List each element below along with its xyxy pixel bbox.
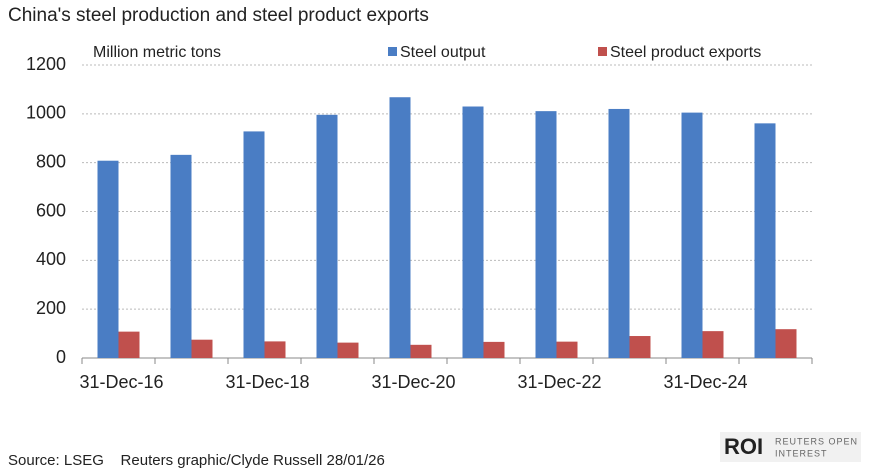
y-axis-label: Million metric tons <box>93 44 221 61</box>
bar <box>118 331 140 358</box>
x-tick-label: 31-Dec-16 <box>79 372 163 392</box>
bar <box>483 341 505 358</box>
bar <box>243 131 265 358</box>
bar <box>316 114 338 358</box>
y-tick-label: 800 <box>36 151 66 171</box>
legend-label: Steel product exports <box>610 44 761 61</box>
legend-swatch <box>598 47 607 56</box>
bar <box>389 97 411 358</box>
bar <box>556 341 578 358</box>
logo-line: REUTERS OPEN <box>775 436 858 446</box>
logo-line: INTEREST <box>775 448 828 458</box>
x-tick-label: 31-Dec-20 <box>371 372 455 392</box>
legend-label: Steel output <box>400 44 486 61</box>
y-tick-label: 200 <box>36 298 66 318</box>
bar <box>608 108 630 358</box>
bar <box>410 344 432 358</box>
bar <box>337 342 359 358</box>
x-tick-label: 31-Dec-18 <box>225 372 309 392</box>
bar <box>754 123 776 358</box>
bar <box>191 339 213 358</box>
bar <box>170 154 192 358</box>
y-tick-label: 1200 <box>26 54 66 74</box>
x-tick-label: 31-Dec-22 <box>517 372 601 392</box>
y-tick-label: 400 <box>36 249 66 269</box>
y-tick-label: 0 <box>56 347 66 367</box>
y-tick-label: 600 <box>36 200 66 220</box>
bar <box>264 341 286 358</box>
bar <box>629 336 651 358</box>
source: Source: LSEG Reuters graphic/Clyde Russe… <box>8 452 385 469</box>
x-tick-label: 31-Dec-24 <box>663 372 747 392</box>
bar <box>681 112 703 358</box>
logo-box <box>720 432 861 462</box>
bar <box>462 106 484 358</box>
legend-swatch <box>388 47 397 56</box>
chart-title: China's steel production and steel produ… <box>8 5 429 26</box>
bar <box>535 111 557 359</box>
bar <box>97 160 119 358</box>
logo-mark: ROI <box>724 434 763 459</box>
bar <box>775 329 797 358</box>
bar <box>702 331 724 358</box>
y-tick-label: 1000 <box>26 103 66 123</box>
